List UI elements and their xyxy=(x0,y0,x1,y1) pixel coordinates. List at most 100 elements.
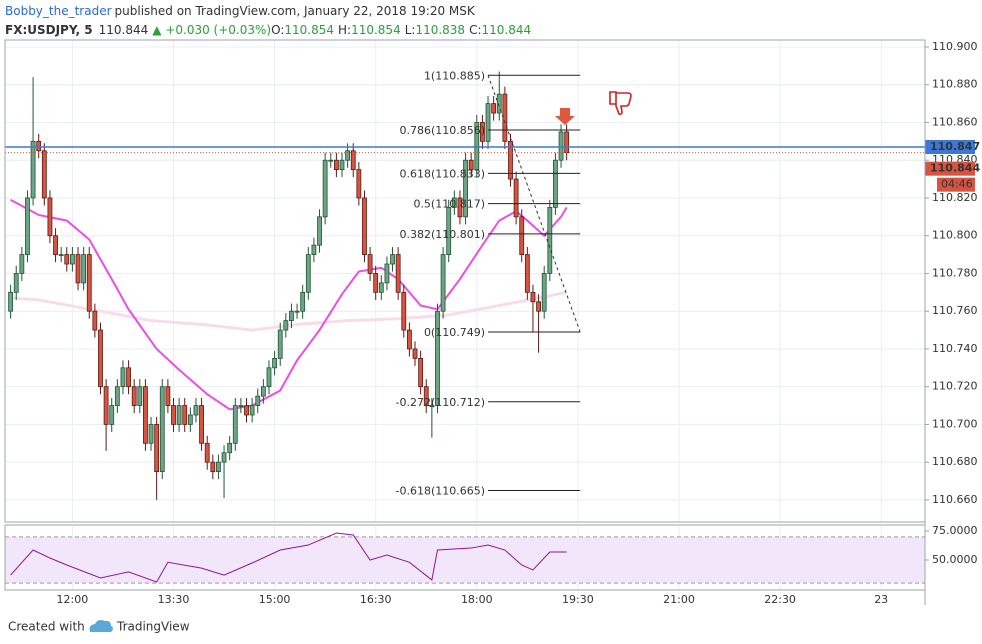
rsi-tick-label: 75.0000 xyxy=(932,524,978,537)
x-tick-label: 23 xyxy=(874,593,888,606)
candle-body xyxy=(244,405,249,416)
candle-body xyxy=(199,405,204,444)
signal-arrow xyxy=(555,108,575,125)
candle-body xyxy=(294,310,300,313)
candle-body xyxy=(75,254,81,284)
candle-body xyxy=(92,310,98,331)
symbol: FX:USDJPY, 5 xyxy=(5,23,93,37)
candle-body xyxy=(564,131,570,154)
candle-body xyxy=(47,197,53,237)
candle-body xyxy=(468,159,474,171)
fib-label: 1(110.885) xyxy=(424,69,485,82)
ohlc-value: 110.844 xyxy=(481,23,531,37)
candle-body xyxy=(457,197,463,218)
candle-body xyxy=(131,386,137,406)
candle-body xyxy=(524,254,530,293)
y-tick-label: 110.740 xyxy=(932,342,978,355)
thumbs-down-icon xyxy=(609,91,632,116)
x-tick-label: 22:30 xyxy=(764,593,796,606)
candle-body xyxy=(519,216,525,255)
candle-body xyxy=(182,405,188,425)
candle-body xyxy=(390,254,395,265)
countdown: 04:46 xyxy=(941,178,973,191)
candle-body xyxy=(260,386,266,397)
ohlc-label: C: xyxy=(469,23,481,37)
change: ▲ +0.030 (+0.03%) xyxy=(152,23,271,37)
candle-body xyxy=(474,122,480,171)
candle-body xyxy=(322,159,328,218)
candle-body xyxy=(98,329,103,388)
candle-body xyxy=(272,357,277,369)
countdown-tag xyxy=(937,177,975,192)
ohlc-label: H: xyxy=(338,23,351,37)
candle-body xyxy=(406,329,412,350)
footer-created: Created with xyxy=(8,620,85,634)
rsi-line xyxy=(10,532,567,583)
candle-body xyxy=(513,178,519,218)
candle-body xyxy=(328,159,334,162)
candle-body xyxy=(120,367,126,388)
symbol-line: FX:USDJPY, 5 110.844 ▲ +0.030 (+0.03%)O:11… xyxy=(5,23,531,37)
fib-label: 0.618(110.833) xyxy=(399,167,485,180)
y-tick-label: 110.680 xyxy=(932,455,978,468)
candle-body xyxy=(339,159,345,171)
footer-brand[interactable]: TradingView xyxy=(116,620,190,634)
candle-body xyxy=(367,254,373,274)
candle-body xyxy=(30,140,36,199)
tradingview-logo xyxy=(89,620,113,632)
price-line-label: 110.847 xyxy=(930,140,980,153)
y-tick-label: 110.880 xyxy=(932,78,978,91)
moving-average xyxy=(10,198,568,411)
y-tick-label: 110.720 xyxy=(932,380,978,393)
x-tick-label: 13:30 xyxy=(158,593,190,606)
candle-body xyxy=(412,348,418,359)
candle-body xyxy=(126,367,131,388)
y-tick-label: 110.900 xyxy=(932,40,978,53)
y-tick-label: 110.780 xyxy=(932,266,978,279)
moving-average xyxy=(10,290,567,332)
author[interactable]: Bobby_the_trader xyxy=(5,4,112,18)
candle-body xyxy=(238,405,244,407)
candle-body xyxy=(378,282,384,293)
candle-body xyxy=(187,414,193,425)
candle-body xyxy=(451,197,457,208)
candle-body xyxy=(423,386,429,406)
x-tick-label: 21:00 xyxy=(663,593,695,606)
candle-body xyxy=(41,150,47,199)
last-price-tag xyxy=(925,161,975,176)
fib-label: -0.272(110.712) xyxy=(395,396,485,409)
candle-body xyxy=(547,206,553,274)
last: 110.844 xyxy=(99,23,149,37)
candle-body xyxy=(266,367,272,388)
candle-body xyxy=(210,461,216,473)
x-tick-label: 15:00 xyxy=(259,593,291,606)
ohlc-value: 110.854 xyxy=(284,23,334,37)
candle-body xyxy=(283,320,289,331)
candle-body xyxy=(384,263,390,284)
candle-body xyxy=(114,386,120,406)
y-tick-label: 110.800 xyxy=(932,229,978,242)
y-tick-label: 110.820 xyxy=(932,191,978,204)
candle-body xyxy=(193,405,199,416)
candle-body xyxy=(502,93,508,142)
candle-body xyxy=(159,386,165,473)
candle-body xyxy=(395,254,401,293)
candle-body xyxy=(435,310,440,406)
x-tick-label: 19:30 xyxy=(562,593,594,606)
candle-body xyxy=(401,291,407,331)
candle-body xyxy=(311,244,317,255)
y-tick-label: 110.860 xyxy=(932,115,978,128)
candle-body xyxy=(8,291,14,312)
y-tick-label: 110.660 xyxy=(932,493,978,506)
candle-body xyxy=(255,395,261,406)
candle-body xyxy=(362,197,367,255)
header-line: Bobby_the_trader published on TradingView… xyxy=(5,4,476,18)
candle-body xyxy=(249,405,255,416)
candle-body xyxy=(165,386,171,406)
fib-label: 0.5(110.817) xyxy=(413,198,485,211)
candle-body xyxy=(13,273,19,293)
candle-body xyxy=(221,452,227,463)
candle-body xyxy=(216,461,221,473)
candle-body xyxy=(69,254,75,265)
